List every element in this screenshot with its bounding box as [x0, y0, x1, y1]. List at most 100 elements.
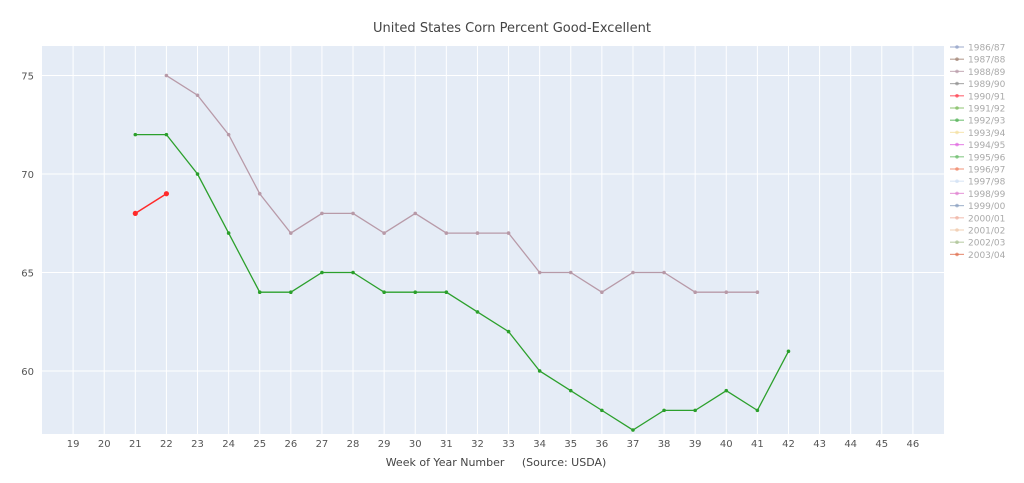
- data-point: [600, 290, 604, 294]
- legend-label: 1995/96: [968, 153, 1006, 163]
- x-tick-label: 44: [844, 439, 857, 450]
- legend-item[interactable]: 1995/96: [950, 153, 1006, 163]
- legend-swatch-marker: [955, 191, 959, 196]
- x-tick-label: 46: [907, 439, 920, 450]
- legend-label: 1999/00: [968, 202, 1006, 212]
- data-point: [600, 408, 604, 413]
- plot-background: [42, 46, 944, 434]
- legend-swatch-marker: [955, 142, 959, 147]
- data-point: [163, 191, 170, 197]
- data-point: [226, 231, 231, 235]
- legend[interactable]: 1986/87 1987/88 1988/89 1989/90 1990/91 1991/…: [950, 44, 1006, 261]
- legend-swatch-marker: [955, 106, 959, 110]
- data-point: [724, 290, 729, 294]
- x-tick-label: 33: [502, 439, 515, 450]
- data-point: [413, 290, 418, 294]
- data-point: [320, 270, 324, 275]
- legend-swatch-marker: [955, 228, 959, 232]
- x-tick-label: 41: [751, 439, 764, 450]
- data-point: [537, 369, 542, 373]
- data-point: [382, 231, 386, 235]
- legend-label: 2001/02: [968, 227, 1005, 237]
- x-tick-label: 37: [627, 439, 640, 450]
- axes: 19 20 21 22 23 24 25 26 27 28 29 30 31 32 33 34 35 36 37 38…: [21, 72, 919, 450]
- series-layer: [132, 73, 791, 432]
- legend-item[interactable]: 1988/89: [950, 68, 1006, 78]
- data-point: [506, 329, 511, 334]
- legend-label: 1996/97: [968, 166, 1005, 176]
- data-point: [289, 290, 293, 294]
- legend-item[interactable]: 1998/99: [950, 190, 1006, 200]
- legend-label: 1986/87: [968, 44, 1005, 54]
- data-point: [444, 231, 449, 235]
- legend-item[interactable]: 1989/90: [950, 80, 1006, 90]
- data-point: [755, 290, 760, 294]
- data-point: [755, 408, 760, 413]
- x-tick-label: 39: [689, 439, 702, 450]
- legend-item[interactable]: 1993/94: [950, 129, 1006, 139]
- legend-item[interactable]: 1992/93: [950, 117, 1005, 127]
- x-tick-label: 23: [191, 439, 204, 450]
- legend-item[interactable]: 1997/98: [950, 178, 1006, 188]
- legend-item[interactable]: 1990/91: [950, 92, 1005, 102]
- legend-swatch-marker: [955, 118, 959, 122]
- legend-swatch-marker: [955, 45, 959, 49]
- data-point: [351, 270, 355, 275]
- data-point: [475, 231, 480, 235]
- x-tick-label: 35: [564, 439, 577, 450]
- legend-swatch-marker: [955, 94, 959, 98]
- legend-item[interactable]: 1996/97: [950, 166, 1005, 176]
- legend-label: 1997/98: [968, 178, 1006, 188]
- legend-swatch-marker: [955, 130, 959, 135]
- data-point: [320, 211, 324, 216]
- series-line: [134, 193, 167, 215]
- x-tick-label: 27: [316, 439, 329, 450]
- series-1988-89: [164, 73, 760, 294]
- legend-swatch-marker: [955, 69, 959, 74]
- legend-swatch-marker: [955, 179, 959, 183]
- legend-item[interactable]: 2001/02: [950, 227, 1005, 237]
- data-point: [631, 428, 635, 432]
- x-tick-label: 40: [720, 439, 733, 450]
- legend-swatch-marker: [955, 167, 959, 171]
- data-point: [257, 290, 262, 294]
- data-point: [226, 132, 231, 137]
- x-tick-label: 25: [253, 439, 266, 450]
- legend-swatch-marker: [955, 203, 959, 208]
- legend-item[interactable]: 1991/92: [950, 105, 1005, 115]
- legend-swatch-marker: [955, 155, 959, 159]
- x-tick-label: 45: [875, 439, 888, 450]
- legend-item[interactable]: 1987/88: [950, 56, 1006, 66]
- data-point: [786, 349, 791, 354]
- legend-label: 1989/90: [968, 80, 1006, 90]
- data-point: [351, 211, 355, 216]
- x-tick-label: 24: [222, 439, 235, 450]
- data-point: [195, 172, 200, 176]
- legend-swatch-marker: [955, 252, 959, 257]
- legend-item[interactable]: 2000/01: [950, 214, 1005, 224]
- data-point: [289, 231, 293, 235]
- legend-item[interactable]: 2003/04: [950, 251, 1006, 261]
- legend-item[interactable]: 1986/87: [950, 44, 1005, 54]
- legend-item[interactable]: 1999/00: [950, 202, 1006, 212]
- x-tick-label: 43: [813, 439, 826, 450]
- series-line: [166, 74, 758, 293]
- legend-label: 1988/89: [968, 68, 1006, 78]
- legend-item[interactable]: 1994/95: [950, 141, 1005, 151]
- y-tick-label: 70: [21, 170, 34, 181]
- x-tick-label: 30: [409, 439, 422, 450]
- data-point: [164, 73, 169, 78]
- legend-item[interactable]: 2002/03: [950, 239, 1005, 249]
- legend-label: 1998/99: [968, 190, 1006, 200]
- data-point: [382, 290, 386, 294]
- x-tick-label: 22: [160, 439, 173, 450]
- x-axis-label: Week of Year Number (Source: USDA): [386, 456, 607, 469]
- data-point: [133, 132, 138, 137]
- grid: [42, 46, 944, 434]
- data-point: [164, 132, 169, 137]
- data-point: [693, 290, 697, 294]
- x-tick-label: 21: [129, 439, 142, 450]
- data-point: [257, 191, 262, 196]
